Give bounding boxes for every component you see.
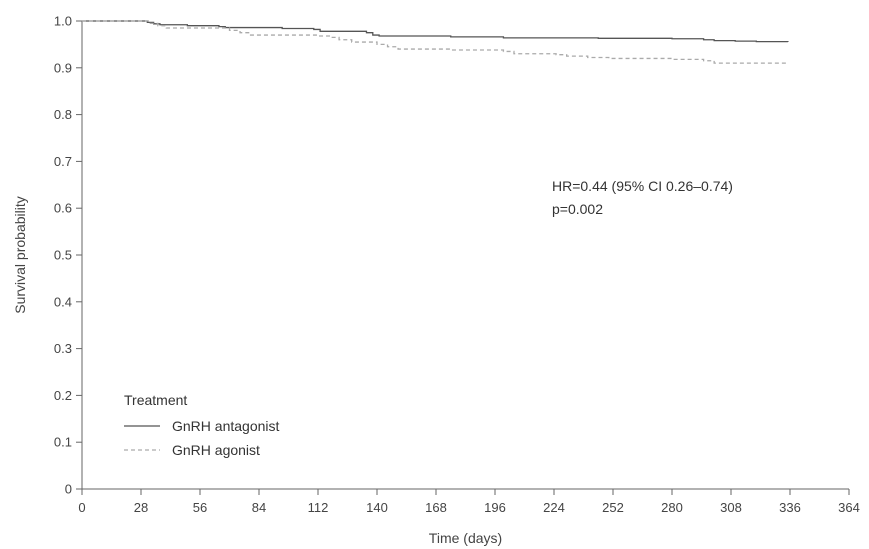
legend-title: Treatment xyxy=(124,392,187,408)
series-layer xyxy=(82,20,789,65)
y-axis-title: Survival probability xyxy=(12,196,28,314)
x-tick-label: 308 xyxy=(720,500,742,515)
x-tick-label: 28 xyxy=(134,500,148,515)
x-tick-label: 112 xyxy=(308,500,329,515)
series-line-antagonist xyxy=(82,20,789,43)
y-tick-label: 0.2 xyxy=(54,388,72,403)
x-tick-label: 280 xyxy=(661,500,683,515)
p-value-annotation: p=0.002 xyxy=(552,201,603,217)
x-tick-label: 56 xyxy=(193,500,207,515)
y-tick-label: 0.6 xyxy=(54,201,72,216)
x-tick-label: 196 xyxy=(484,500,506,515)
legend: Treatment GnRH antagonist GnRH agonist xyxy=(124,392,280,458)
x-tick-label: 0 xyxy=(78,500,85,515)
y-tick-label: 0.5 xyxy=(54,248,72,263)
x-tick-label: 336 xyxy=(779,500,801,515)
y-tick-label: 0.9 xyxy=(54,60,72,75)
x-tick-label: 84 xyxy=(252,500,266,515)
series-line-agonist xyxy=(82,20,789,65)
x-tick-label: 168 xyxy=(425,500,447,515)
hazard-ratio-annotation: HR=0.44 (95% CI 0.26–0.74) xyxy=(552,178,733,194)
y-tick-label: 0 xyxy=(65,482,72,497)
y-tick-label: 0.4 xyxy=(54,294,72,309)
legend-label-agonist: GnRH agonist xyxy=(172,442,260,458)
x-axis-title: Time (days) xyxy=(429,530,502,546)
x-tick-label: 252 xyxy=(602,500,624,515)
y-tick-label: 0.8 xyxy=(54,107,72,122)
y-tick-label: 0.7 xyxy=(54,154,72,169)
x-tick-label: 140 xyxy=(366,500,388,515)
y-axis-ticks: 0 0.1 0.2 0.3 0.4 0.5 0.6 0.7 0.8 0.9 1.0 xyxy=(54,14,82,497)
y-tick-label: 0.1 xyxy=(54,435,72,450)
y-tick-label: 0.3 xyxy=(54,341,72,356)
x-tick-label: 364 xyxy=(838,500,860,515)
y-tick-label: 1.0 xyxy=(54,14,72,29)
x-axis-ticks: 0 28 56 84 112 140 168 196 224 252 280 308 336 364 xyxy=(78,489,860,515)
x-tick-label: 224 xyxy=(543,500,565,515)
legend-label-antagonist: GnRH antagonist xyxy=(172,418,280,434)
